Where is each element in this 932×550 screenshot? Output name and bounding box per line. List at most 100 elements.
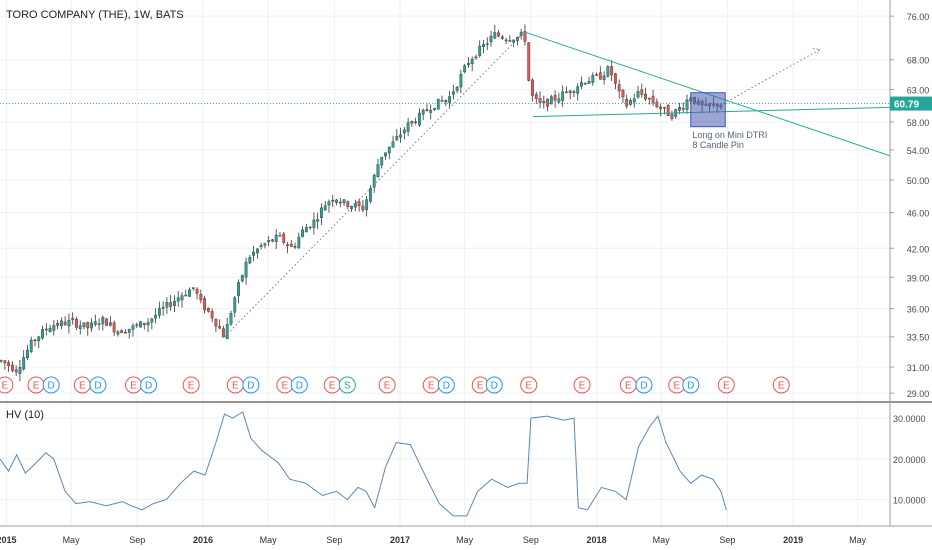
candle-body: [591, 74, 595, 83]
event-marker-e[interactable]: [772, 376, 790, 394]
event-marker-d[interactable]: [485, 376, 503, 394]
candle-body: [433, 108, 436, 110]
candle-body: [640, 89, 644, 95]
candle-body: [632, 98, 636, 103]
price-tick-label: 36.00: [907, 305, 930, 315]
candle-body: [335, 199, 338, 203]
time-tick-label: 2017: [390, 535, 410, 545]
candle-body: [557, 98, 561, 103]
candle-body: [206, 307, 210, 312]
event-marker-d[interactable]: [290, 376, 308, 394]
candle-body: [380, 156, 384, 166]
time-tick-label: 2015: [0, 535, 16, 545]
time-tick-label: May: [849, 535, 867, 545]
event-marker-label: D: [491, 381, 498, 392]
candle-body: [455, 86, 459, 91]
event-marker-label: E: [778, 381, 785, 392]
candle-body: [82, 322, 86, 328]
candle-body: [617, 84, 621, 92]
candle-body: [580, 82, 583, 87]
candle-body: [572, 91, 576, 93]
candle-body: [561, 91, 565, 101]
event-marker-e[interactable]: [378, 376, 396, 394]
candle-body: [534, 94, 538, 99]
event-marker-label: E: [579, 381, 586, 392]
candle-body: [467, 63, 470, 66]
candle-body: [101, 317, 105, 325]
candle-body: [112, 322, 116, 333]
candle-body: [255, 248, 259, 254]
candle-body: [301, 229, 304, 237]
candle-body: [199, 294, 203, 301]
candle-body: [7, 362, 11, 366]
candle-body: [304, 227, 308, 233]
candle-body: [402, 129, 406, 134]
candle-body: [663, 107, 666, 109]
candle-body: [139, 321, 142, 328]
event-marker-d[interactable]: [242, 376, 260, 394]
candle-body: [636, 91, 640, 98]
candle-body: [52, 325, 56, 331]
candle-body: [75, 319, 78, 328]
candle-body: [376, 164, 380, 178]
candle-body: [240, 275, 244, 282]
candle-body: [587, 81, 591, 84]
event-marker-e[interactable]: [573, 376, 591, 394]
candle-body: [14, 369, 18, 373]
candle-body: [357, 201, 361, 206]
event-marker-label: D: [443, 381, 450, 392]
event-marker-e[interactable]: [717, 376, 735, 394]
candle-body: [146, 322, 150, 326]
candle-body: [436, 98, 440, 110]
candle-body: [0, 360, 3, 362]
candle-body: [312, 219, 316, 228]
candle-body: [127, 328, 131, 333]
event-marker-label: E: [188, 381, 195, 392]
event-marker-e[interactable]: [182, 376, 200, 394]
candle-body: [655, 101, 659, 108]
event-marker-label: E: [384, 381, 391, 392]
event-marker-d[interactable]: [140, 376, 158, 394]
event-marker-d[interactable]: [437, 376, 455, 394]
event-marker-e[interactable]: [520, 376, 538, 394]
time-tick-label: May: [456, 535, 474, 545]
candle-body: [135, 324, 139, 326]
candle-body: [414, 121, 418, 123]
candle-body: [546, 98, 549, 107]
candle-body: [448, 96, 451, 103]
time-tick-label: May: [653, 535, 671, 545]
candle-body: [342, 199, 346, 204]
event-marker-s[interactable]: [338, 376, 356, 394]
candle-body: [278, 235, 282, 237]
hv-tick-label: 10.0000: [893, 496, 926, 506]
event-marker-d[interactable]: [635, 376, 653, 394]
candle-body: [685, 99, 689, 110]
event-marker-d[interactable]: [42, 376, 60, 394]
candle-body: [191, 287, 195, 289]
candle-body: [59, 320, 63, 326]
candle-body: [142, 322, 146, 325]
candle-body: [184, 294, 188, 297]
projection-line: [723, 49, 821, 104]
price-tick-label: 58.00: [907, 118, 930, 128]
candle-body: [165, 302, 169, 308]
event-marker-d[interactable]: [682, 376, 700, 394]
candle-body: [391, 141, 395, 148]
event-marker-d[interactable]: [89, 376, 107, 394]
candle-body: [316, 219, 320, 222]
price-tick-label: 54.00: [907, 146, 930, 156]
price-tick-label: 39.00: [907, 273, 930, 283]
candle-body: [71, 317, 75, 320]
time-tick-label: 2018: [587, 535, 607, 545]
time-tick-label: 2016: [193, 535, 213, 545]
projection-arrowhead: [812, 48, 821, 56]
event-marker-e[interactable]: [0, 376, 14, 394]
price-tick-label: 50.00: [907, 176, 930, 186]
candle-body: [523, 31, 527, 42]
candle-body: [444, 100, 448, 103]
hv-series: [0, 411, 727, 517]
candle-body: [384, 152, 387, 157]
